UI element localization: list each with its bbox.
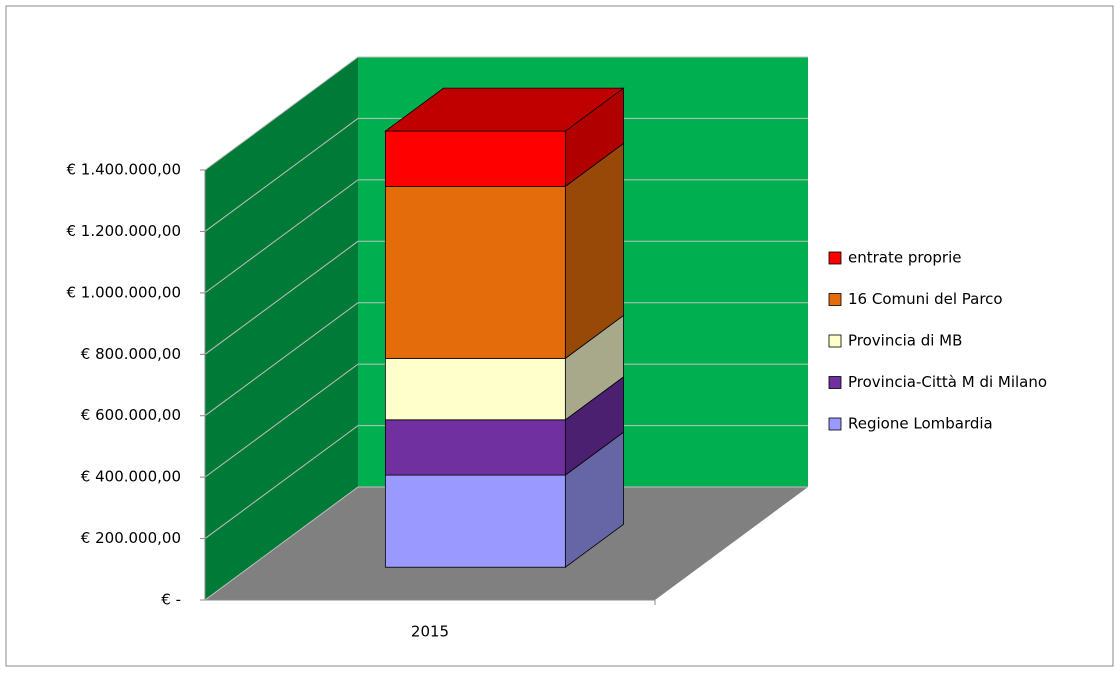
y-tick-label: € 600.000,00 xyxy=(81,406,181,424)
bar-front xyxy=(384,357,566,421)
legend-swatch xyxy=(828,293,842,306)
bar-front xyxy=(384,130,566,187)
grid-line xyxy=(204,363,808,478)
y-tick-label: € 400.000,00 xyxy=(81,468,181,486)
bar-front xyxy=(384,419,566,476)
grid-line xyxy=(204,56,808,171)
legend-swatch xyxy=(828,417,842,431)
bar-front xyxy=(384,474,566,568)
legend-label: Provincia-Città M di Milano xyxy=(848,373,1047,391)
grid-line xyxy=(204,240,808,355)
legend-swatch xyxy=(828,251,842,265)
legend-label: entrate proprie xyxy=(848,249,961,267)
bar-front xyxy=(384,185,566,359)
legend-swatch xyxy=(828,376,842,389)
grid-line xyxy=(204,486,808,601)
y-tick-label: € - xyxy=(161,591,181,609)
side-wall xyxy=(205,57,358,600)
y-tick-label: € 1.000.000,00 xyxy=(66,283,181,301)
legend-label: 16 Comuni del Parco xyxy=(848,290,1003,308)
y-tick-label: € 1.200.000,00 xyxy=(66,222,181,240)
y-tick-label: € 200.000,00 xyxy=(81,529,181,547)
grid-line xyxy=(204,425,808,539)
bar-top xyxy=(384,87,625,132)
y-tick-label: € 800.000,00 xyxy=(81,345,181,363)
legend-label: Regione Lombardia xyxy=(848,415,993,433)
y-tick-label: € 1.400.000,00 xyxy=(66,161,181,179)
grid-line xyxy=(204,302,808,417)
grid-line xyxy=(204,179,808,294)
legend-swatch xyxy=(828,334,842,348)
legend-label: Provincia di MB xyxy=(848,332,962,350)
grid-line xyxy=(204,117,808,232)
x-tick-label: 2015 xyxy=(411,623,449,641)
